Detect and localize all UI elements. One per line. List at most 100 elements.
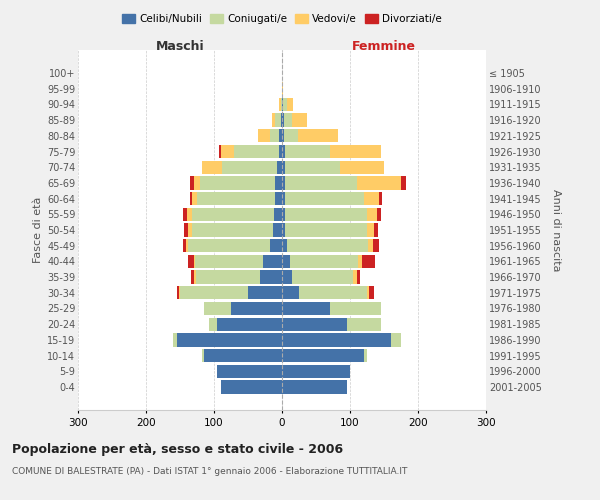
Bar	[379, 192, 382, 205]
Bar	[217, 364, 282, 378]
Bar	[204, 302, 231, 315]
Bar	[282, 129, 284, 142]
Bar	[357, 176, 401, 190]
Bar	[270, 239, 282, 252]
Bar	[197, 192, 275, 205]
Bar	[278, 145, 282, 158]
Bar	[282, 98, 283, 111]
Bar	[194, 270, 196, 284]
Bar	[364, 349, 367, 362]
Bar	[290, 254, 358, 268]
Bar	[284, 129, 298, 142]
Bar	[373, 239, 379, 252]
Bar	[282, 145, 286, 158]
Bar	[358, 254, 362, 268]
Bar	[220, 145, 221, 158]
Bar	[195, 254, 263, 268]
Bar	[284, 114, 292, 127]
Bar	[248, 286, 282, 300]
Bar	[374, 224, 378, 236]
Bar	[287, 98, 293, 111]
Bar	[275, 192, 282, 205]
Bar	[222, 160, 277, 174]
Bar	[281, 114, 282, 127]
Bar	[194, 254, 195, 268]
Bar	[292, 270, 353, 284]
Bar	[367, 208, 377, 221]
Bar	[299, 286, 367, 300]
Bar	[188, 254, 194, 268]
Bar	[209, 318, 217, 331]
Bar	[298, 129, 338, 142]
Bar	[401, 176, 406, 190]
Bar	[191, 270, 194, 284]
Bar	[286, 176, 357, 190]
Bar	[196, 270, 260, 284]
Bar	[282, 114, 284, 127]
Bar	[391, 333, 401, 346]
Bar	[263, 254, 282, 268]
Bar	[340, 160, 384, 174]
Bar	[260, 270, 282, 284]
Bar	[183, 208, 187, 221]
Bar	[283, 98, 287, 111]
Bar	[282, 364, 350, 378]
Bar	[286, 145, 329, 158]
Bar	[221, 380, 282, 394]
Bar	[282, 160, 286, 174]
Bar	[282, 318, 347, 331]
Bar	[286, 160, 340, 174]
Bar	[282, 254, 290, 268]
Bar	[180, 286, 248, 300]
Bar	[286, 208, 367, 221]
Bar	[184, 224, 188, 236]
Bar	[282, 286, 299, 300]
Bar	[270, 129, 279, 142]
Bar	[282, 349, 364, 362]
Bar	[353, 270, 357, 284]
Text: COMUNE DI BALESTRATE (PA) - Dati ISTAT 1° gennaio 2006 - Elaborazione TUTTITALIA: COMUNE DI BALESTRATE (PA) - Dati ISTAT 1…	[12, 468, 407, 476]
Bar	[282, 224, 286, 236]
Bar	[286, 192, 364, 205]
Bar	[176, 333, 282, 346]
Bar	[362, 254, 375, 268]
Bar	[282, 333, 391, 346]
Bar	[221, 145, 235, 158]
Bar	[364, 192, 379, 205]
Bar	[282, 302, 329, 315]
Bar	[194, 176, 200, 190]
Bar	[292, 114, 307, 127]
Bar	[273, 224, 282, 236]
Bar	[367, 224, 374, 236]
Bar	[202, 349, 204, 362]
Bar	[282, 208, 286, 221]
Bar	[275, 176, 282, 190]
Bar	[279, 98, 281, 111]
Bar	[277, 160, 282, 174]
Bar	[282, 380, 347, 394]
Bar	[272, 114, 275, 127]
Bar	[368, 239, 373, 252]
Bar	[281, 98, 282, 111]
Bar	[257, 129, 270, 142]
Bar	[191, 192, 197, 205]
Bar	[186, 239, 188, 252]
Bar	[231, 302, 282, 315]
Bar	[173, 333, 176, 346]
Bar	[235, 145, 278, 158]
Bar	[287, 239, 368, 252]
Bar	[192, 208, 274, 221]
Bar	[217, 318, 282, 331]
Bar	[200, 176, 275, 190]
Bar	[282, 176, 286, 190]
Text: Femmine: Femmine	[352, 40, 416, 52]
Bar	[188, 224, 191, 236]
Bar	[377, 208, 380, 221]
Bar	[188, 239, 270, 252]
Bar	[347, 318, 380, 331]
Bar	[191, 224, 273, 236]
Bar	[275, 114, 281, 127]
Bar	[179, 286, 180, 300]
Bar	[279, 129, 282, 142]
Text: Popolazione per età, sesso e stato civile - 2006: Popolazione per età, sesso e stato civil…	[12, 442, 343, 456]
